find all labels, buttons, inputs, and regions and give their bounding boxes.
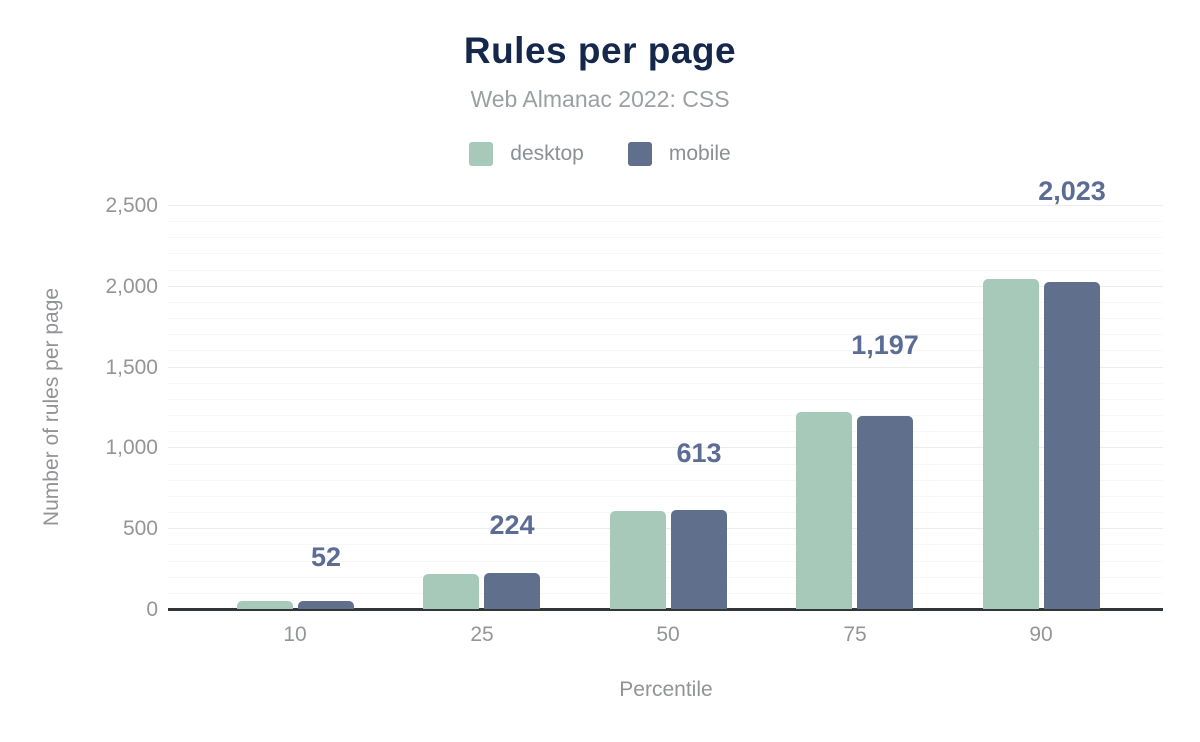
legend-label: desktop — [510, 142, 584, 165]
page-subtitle: Web Almanac 2022: CSS — [470, 86, 730, 112]
x-axis-title: Percentile — [619, 678, 713, 701]
bar-mobile-p25 — [484, 573, 540, 609]
gridline-minor — [168, 270, 1163, 271]
gridline-minor — [168, 318, 1163, 319]
gridline-major — [168, 367, 1163, 368]
x-tick-label: 50 — [656, 623, 680, 646]
legend: desktop mobile — [0, 142, 1200, 166]
y-tick-label: 1,000 — [105, 436, 158, 459]
gridline-minor — [168, 399, 1163, 400]
gridline-major — [168, 447, 1163, 448]
gridline-minor — [168, 512, 1163, 513]
legend-swatch-desktop — [469, 142, 494, 166]
x-tick-label: 10 — [283, 623, 307, 646]
y-tick-label: 2,500 — [105, 194, 158, 217]
legend-swatch-mobile — [627, 142, 652, 166]
legend-item-mobile: mobile — [627, 142, 731, 166]
data-label-p50: 613 — [676, 438, 722, 468]
bar-mobile-p10 — [298, 601, 354, 609]
page-title: Rules per page — [463, 30, 737, 71]
bar-desktop-p50 — [610, 511, 666, 609]
bar-mobile-p50 — [671, 510, 727, 609]
gridline-minor — [168, 253, 1163, 254]
gridline-minor — [168, 237, 1163, 238]
gridline-minor — [168, 334, 1163, 335]
gridline-minor — [168, 464, 1163, 465]
y-axis-title: Number of rules per page — [40, 287, 63, 527]
bar-desktop-p90 — [983, 279, 1039, 609]
gridline-minor — [168, 431, 1163, 432]
gridline-major — [168, 286, 1163, 287]
x-axis-line — [168, 608, 1163, 611]
data-label-p10: 52 — [310, 542, 342, 572]
gridline-minor — [168, 480, 1163, 481]
chart-header: Rules per page Web Almanac 2022: CSS — [0, 0, 1200, 113]
legend-label: mobile — [668, 142, 731, 165]
y-tick-label: 1,500 — [105, 356, 158, 379]
x-tick-label: 90 — [1029, 623, 1053, 646]
y-tick-label: 500 — [122, 517, 158, 540]
gridline-minor — [168, 302, 1163, 303]
y-tick-label: 0 — [146, 598, 158, 621]
legend-item-desktop: desktop — [469, 142, 584, 166]
gridline-minor — [168, 383, 1163, 384]
x-tick-label: 75 — [843, 623, 867, 646]
data-label-p90: 2,023 — [1038, 176, 1106, 206]
bar-desktop-p10 — [237, 601, 293, 609]
bar-desktop-p25 — [423, 574, 479, 609]
gridline-major — [168, 205, 1163, 206]
y-tick-label: 2,000 — [105, 275, 158, 298]
gridline-minor — [168, 221, 1163, 222]
gridline-minor — [168, 496, 1163, 497]
data-label-p25: 224 — [489, 510, 535, 540]
data-label-p75: 1,197 — [851, 330, 919, 360]
gridline-minor — [168, 415, 1163, 416]
x-tick-label: 25 — [470, 623, 494, 646]
bar-mobile-p90 — [1044, 282, 1100, 609]
bar-desktop-p75 — [796, 412, 852, 609]
bar-mobile-p75 — [857, 416, 913, 609]
gridline-minor — [168, 350, 1163, 351]
